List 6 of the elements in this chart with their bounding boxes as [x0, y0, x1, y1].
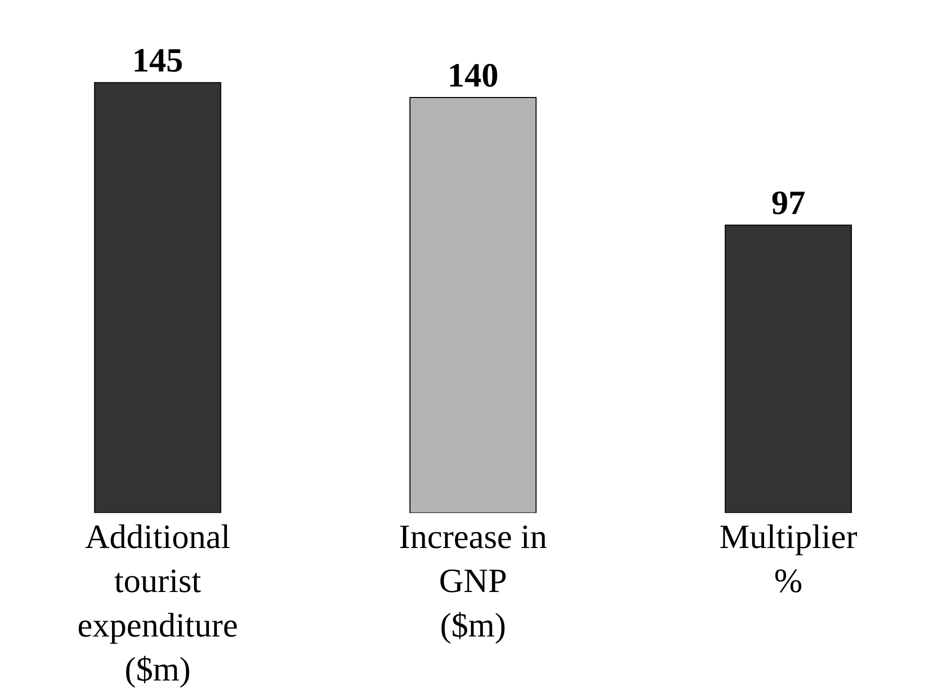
x-tick-label: Multiplier % [719, 519, 858, 600]
data-label: 97 [771, 185, 806, 222]
x-tick-label: Increase in GNP ($m) [398, 519, 548, 644]
data-label: 145 [132, 42, 184, 80]
data-label: 140 [448, 57, 498, 94]
x-tick-label: Additional tourist expenditure ($m) [77, 519, 238, 689]
